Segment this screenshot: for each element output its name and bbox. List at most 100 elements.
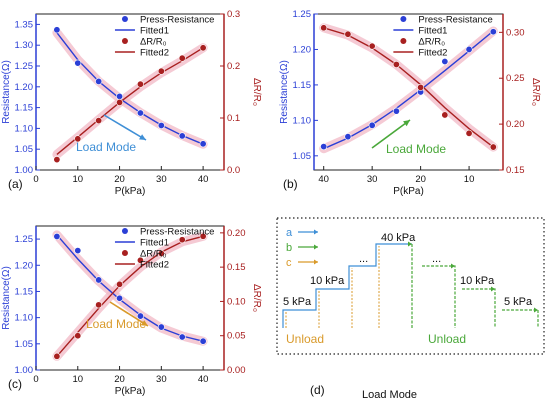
series-1-point [116, 280, 124, 288]
x-tick-label: 10 [72, 374, 83, 385]
series-0-point [344, 133, 352, 141]
series-1-point [417, 83, 425, 91]
series-0-point [178, 333, 186, 341]
legend-label: Press-Resistance [418, 15, 492, 26]
y-left-tick-label: 1.05 [15, 144, 34, 155]
y-left-axis-label: Resistance(Ω) [1, 266, 12, 330]
y-right-tick-label: 0.15 [506, 165, 525, 176]
series-0-point [441, 58, 449, 66]
legend-marker [400, 38, 407, 44]
panel-c: 0 10 20 30 40 P(kPa) 1.00 1.05 1.10 1.15 1.20 1.25 R… [1, 225, 262, 397]
legend-marker [121, 250, 128, 256]
x-tick-label: 10 [72, 174, 83, 185]
y-left-axis-label: Resistance(Ω) [1, 60, 12, 124]
series-0-point [53, 232, 61, 240]
legend-label: Fitted2 [140, 260, 169, 271]
y-right-tick-label: 0.20 [506, 119, 525, 130]
y-left-tick-label: 1.35 [15, 19, 34, 30]
y-right-tick-label: 0.10 [227, 296, 246, 307]
series-1-point [74, 135, 82, 143]
series-1-point [489, 143, 497, 151]
annotation-text: Load Mode [86, 317, 146, 331]
diagram-legend-c-label: c [286, 257, 292, 269]
series-1-point [157, 249, 165, 257]
y-right-axis-label: ΔR/R₀ [251, 78, 262, 106]
series-1-point [178, 54, 186, 62]
y-right-tick-label: 0.15 [227, 262, 246, 273]
series-0-point [95, 276, 103, 284]
y-left-tick-label: 1.15 [293, 80, 312, 91]
series-0-point [74, 59, 82, 67]
series-0-point [392, 107, 400, 115]
panel-a: 0 10 20 30 40 P(kPa) 1.00 1.05 1.10 1.15 1.20 1.25 1… [1, 9, 262, 197]
annotation-arrowhead [403, 120, 410, 127]
y-left-tick-label: 1.25 [15, 234, 34, 245]
y-right-tick-label: 0.20 [227, 228, 246, 239]
y-right-tick-label: 0.2 [227, 61, 240, 72]
series-1-point [53, 352, 61, 360]
series-1-point [320, 24, 328, 32]
unload-label-left: Unload [286, 332, 324, 346]
series-1-fit-line [323, 27, 494, 148]
legend-label: Fitted1 [418, 26, 447, 37]
x-tick-label: 30 [156, 374, 167, 385]
diagram-legend-b-arrowhead [314, 244, 318, 250]
y-left-tick-label: 1.25 [293, 9, 312, 20]
x-axis-label: P(kPa) [115, 186, 146, 197]
y-left-axis-label: Resistance(Ω) [279, 60, 290, 124]
panel-b: 40 30 20 10 P(kPa) 1.05 1.10 1.15 1.20 1.25 Resist… [279, 9, 541, 197]
series-1-point [74, 332, 82, 340]
x-tick-label: 0 [33, 374, 38, 385]
series-0-point [116, 92, 124, 100]
diagram-frame [276, 217, 545, 355]
y-left-tick-label: 1.15 [15, 286, 34, 297]
x-tick-label: 40 [318, 174, 329, 185]
x-tick-label: 30 [156, 174, 167, 185]
diagram-legend-a-arrowhead [314, 229, 318, 235]
y-right-tick-label: 0.1 [227, 113, 240, 124]
y-right-tick-label: 0.0 [227, 165, 240, 176]
y-right-axis-label: ΔR/R₀ [530, 78, 541, 106]
series-1-point [95, 301, 103, 309]
series-0-point [95, 77, 103, 85]
panel-d: a b c 5 kPa 10 kPa ... 40 kPa ... 10 kPa… [276, 217, 545, 401]
series-1-point [178, 236, 186, 244]
legend-label: ΔR/R₀ [418, 37, 445, 48]
y-right-tick-label: 0.30 [506, 27, 525, 38]
annotation-text: Load Mode [76, 140, 136, 154]
series-0-point [320, 143, 328, 151]
panel-label: (a) [8, 177, 23, 191]
diagram-legend-c-arrowhead [314, 259, 318, 265]
series-0-point [489, 28, 497, 36]
y-left-tick-label: 1.10 [15, 123, 34, 134]
y-right-tick-label: 0.25 [506, 73, 525, 84]
series-1-point [199, 232, 207, 240]
legend-label: Fitted2 [418, 48, 447, 59]
step-label-40kpa: 40 kPa [381, 232, 416, 244]
legend-marker [121, 16, 128, 22]
x-tick-label: 10 [464, 174, 475, 185]
legend-label: Press-Resistance [140, 15, 214, 26]
series-0-point [74, 247, 82, 255]
x-axis-label: P(kPa) [393, 186, 424, 197]
series-1-point [344, 30, 352, 38]
annotation-arrowhead [141, 320, 148, 326]
series-1-point [53, 156, 61, 164]
y-left-tick-label: 1.00 [15, 165, 34, 176]
series-0-highlight [52, 28, 208, 149]
series-1-point [392, 60, 400, 68]
x-tick-label: 40 [198, 174, 209, 185]
series-0-point [157, 121, 165, 129]
y-left-tick-label: 1.20 [293, 44, 312, 55]
x-tick-label: 20 [114, 174, 125, 185]
step-label-10kpa-left: 10 kPa [310, 275, 345, 287]
series-0-fit-line [56, 32, 204, 145]
series-1-point [199, 44, 207, 52]
series-0-point [53, 26, 61, 34]
series-0-point [178, 132, 186, 140]
load-staircase-unload-steps [285, 246, 380, 328]
diagram-legend-b-label: b [286, 242, 292, 254]
series-0-point [116, 294, 124, 302]
series-1-point [116, 98, 124, 106]
